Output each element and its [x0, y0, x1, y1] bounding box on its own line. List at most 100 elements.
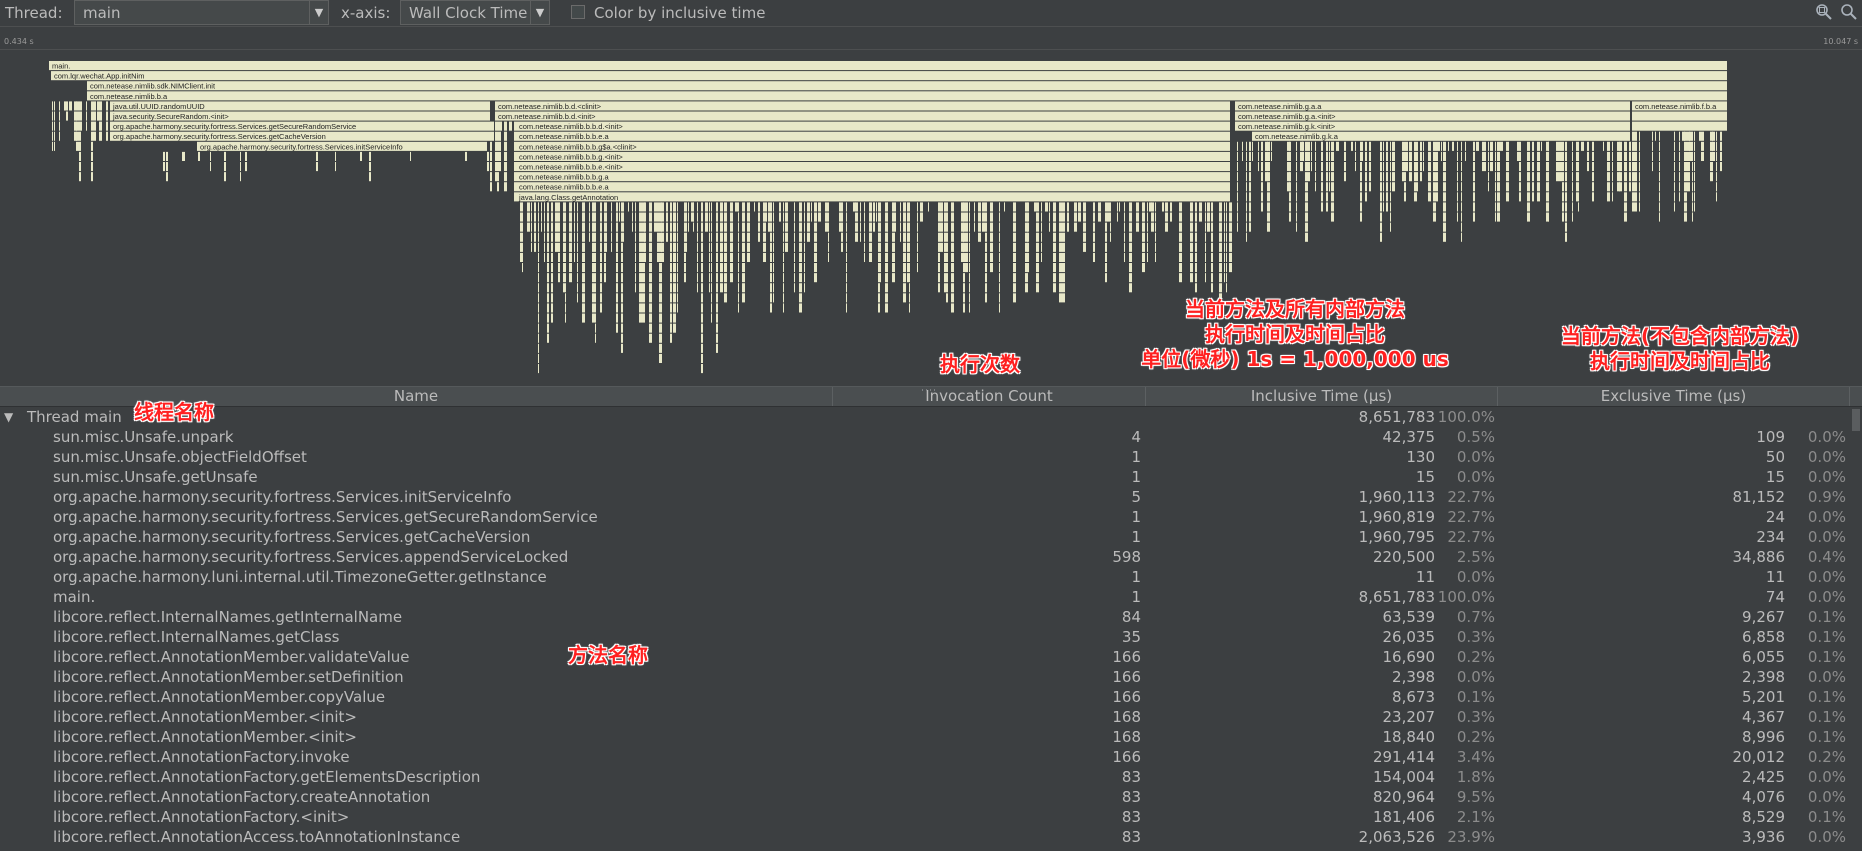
flame-frame[interactable] — [1495, 212, 1496, 222]
flame-frame[interactable] — [582, 273, 585, 283]
flame-frame[interactable] — [783, 222, 784, 232]
flame-frame[interactable] — [693, 202, 694, 212]
flame-frame[interactable] — [1261, 192, 1263, 202]
flame-frame[interactable] — [770, 222, 772, 232]
flame-frame[interactable] — [52, 101, 53, 111]
flame-frame[interactable] — [1712, 151, 1715, 161]
flame-frame[interactable] — [1224, 212, 1225, 222]
flame-frame[interactable] — [1235, 111, 1630, 121]
flame-frame[interactable] — [673, 283, 676, 293]
flame-frame[interactable] — [1229, 242, 1232, 252]
flame-frame[interactable] — [1190, 212, 1193, 222]
flame-frame[interactable] — [616, 232, 618, 242]
flame-frame[interactable] — [1093, 212, 1095, 222]
table-row[interactable]: org.apache.harmony.security.fortress.Ser… — [0, 527, 1850, 547]
flame-frame[interactable] — [558, 222, 560, 232]
flame-frame[interactable] — [794, 252, 795, 262]
flame-frame[interactable] — [639, 283, 642, 293]
flame-frame[interactable] — [497, 162, 499, 172]
flame-frame[interactable] — [969, 263, 970, 273]
flame-frame[interactable] — [1190, 273, 1193, 283]
flame-frame[interactable] — [606, 242, 607, 252]
flame-frame[interactable] — [1473, 172, 1475, 182]
flame-frame[interactable] — [673, 202, 676, 212]
flame-frame[interactable] — [990, 222, 993, 232]
flame-frame[interactable] — [742, 252, 745, 262]
flame-frame[interactable] — [673, 263, 676, 273]
vertical-scrollbar[interactable] — [1850, 407, 1862, 851]
flame-frame[interactable] — [673, 212, 676, 222]
flame-frame[interactable] — [547, 323, 549, 333]
flame-frame[interactable] — [538, 323, 539, 333]
flame-frame[interactable] — [697, 202, 698, 212]
flame-frame[interactable] — [1219, 283, 1222, 293]
flame-frame[interactable] — [571, 232, 572, 242]
flame-frame[interactable] — [920, 202, 923, 212]
flame-frame[interactable] — [864, 232, 865, 242]
flame-frame[interactable] — [841, 202, 843, 212]
flame-frame[interactable] — [514, 151, 516, 161]
flame-frame[interactable] — [1383, 182, 1384, 192]
flame-frame[interactable] — [531, 202, 532, 212]
flame-frame[interactable] — [495, 101, 1230, 111]
flame-frame[interactable] — [1211, 263, 1213, 273]
flame-frame[interactable] — [621, 212, 623, 222]
flame-frame[interactable] — [944, 273, 946, 283]
flame-frame[interactable] — [595, 273, 596, 283]
flame-frame[interactable] — [905, 222, 906, 232]
flame-frame[interactable] — [504, 141, 507, 151]
flame-frame[interactable] — [999, 252, 1000, 262]
flame-frame[interactable] — [828, 222, 829, 232]
flame-frame[interactable] — [684, 202, 686, 212]
flame-frame[interactable] — [770, 303, 772, 313]
flame-frame[interactable] — [1036, 232, 1039, 242]
flame-frame[interactable] — [1603, 141, 1604, 151]
flame-frame[interactable] — [240, 162, 241, 172]
flame-frame[interactable] — [649, 293, 652, 303]
flame-frame[interactable] — [670, 323, 672, 333]
flame-frame[interactable] — [770, 242, 772, 252]
flame-frame[interactable] — [1457, 212, 1458, 222]
flame-frame[interactable] — [1142, 252, 1145, 262]
flame-frame[interactable] — [673, 323, 676, 333]
flame-frame[interactable] — [522, 252, 523, 262]
flame-frame[interactable] — [742, 212, 745, 222]
flame-frame[interactable] — [794, 283, 795, 293]
flame-frame[interactable] — [604, 252, 606, 262]
flame-frame[interactable] — [799, 303, 802, 313]
flame-frame[interactable] — [1386, 182, 1388, 192]
flame-frame[interactable] — [985, 252, 987, 262]
flame-frame[interactable] — [538, 303, 539, 313]
flame-frame[interactable] — [1129, 273, 1132, 283]
flame-frame[interactable] — [661, 242, 664, 252]
flame-frame[interactable] — [595, 313, 596, 323]
flame-frame[interactable] — [1556, 172, 1559, 182]
flame-frame[interactable] — [531, 222, 532, 232]
flame-frame[interactable] — [1692, 131, 1693, 141]
flame-frame[interactable] — [69, 101, 72, 111]
flame-frame[interactable] — [87, 91, 1727, 101]
flame-frame[interactable] — [79, 131, 81, 141]
flame-frame[interactable] — [720, 283, 723, 293]
flame-frame[interactable] — [1329, 162, 1330, 172]
flame-frame[interactable] — [547, 303, 549, 313]
flame-frame[interactable] — [885, 283, 888, 293]
flame-frame[interactable] — [903, 232, 906, 242]
flame-frame[interactable] — [766, 202, 767, 212]
flame-frame[interactable] — [1059, 293, 1062, 303]
flame-frame[interactable] — [1289, 212, 1291, 222]
flame-frame[interactable] — [499, 121, 501, 131]
flame-frame[interactable] — [770, 202, 772, 212]
flame-frame[interactable] — [770, 293, 772, 303]
flame-frame[interactable] — [1059, 212, 1062, 222]
flame-frame[interactable] — [670, 222, 672, 232]
flame-frame[interactable] — [538, 252, 539, 262]
flame-frame[interactable] — [465, 151, 467, 161]
flame-frame[interactable] — [514, 131, 516, 141]
flame-frame[interactable] — [677, 273, 678, 283]
flame-frame[interactable] — [1129, 222, 1132, 232]
flame-frame[interactable] — [1684, 151, 1687, 161]
flame-frame[interactable] — [1083, 222, 1086, 232]
flame-frame[interactable] — [571, 242, 572, 252]
flame-frame[interactable] — [616, 252, 618, 262]
